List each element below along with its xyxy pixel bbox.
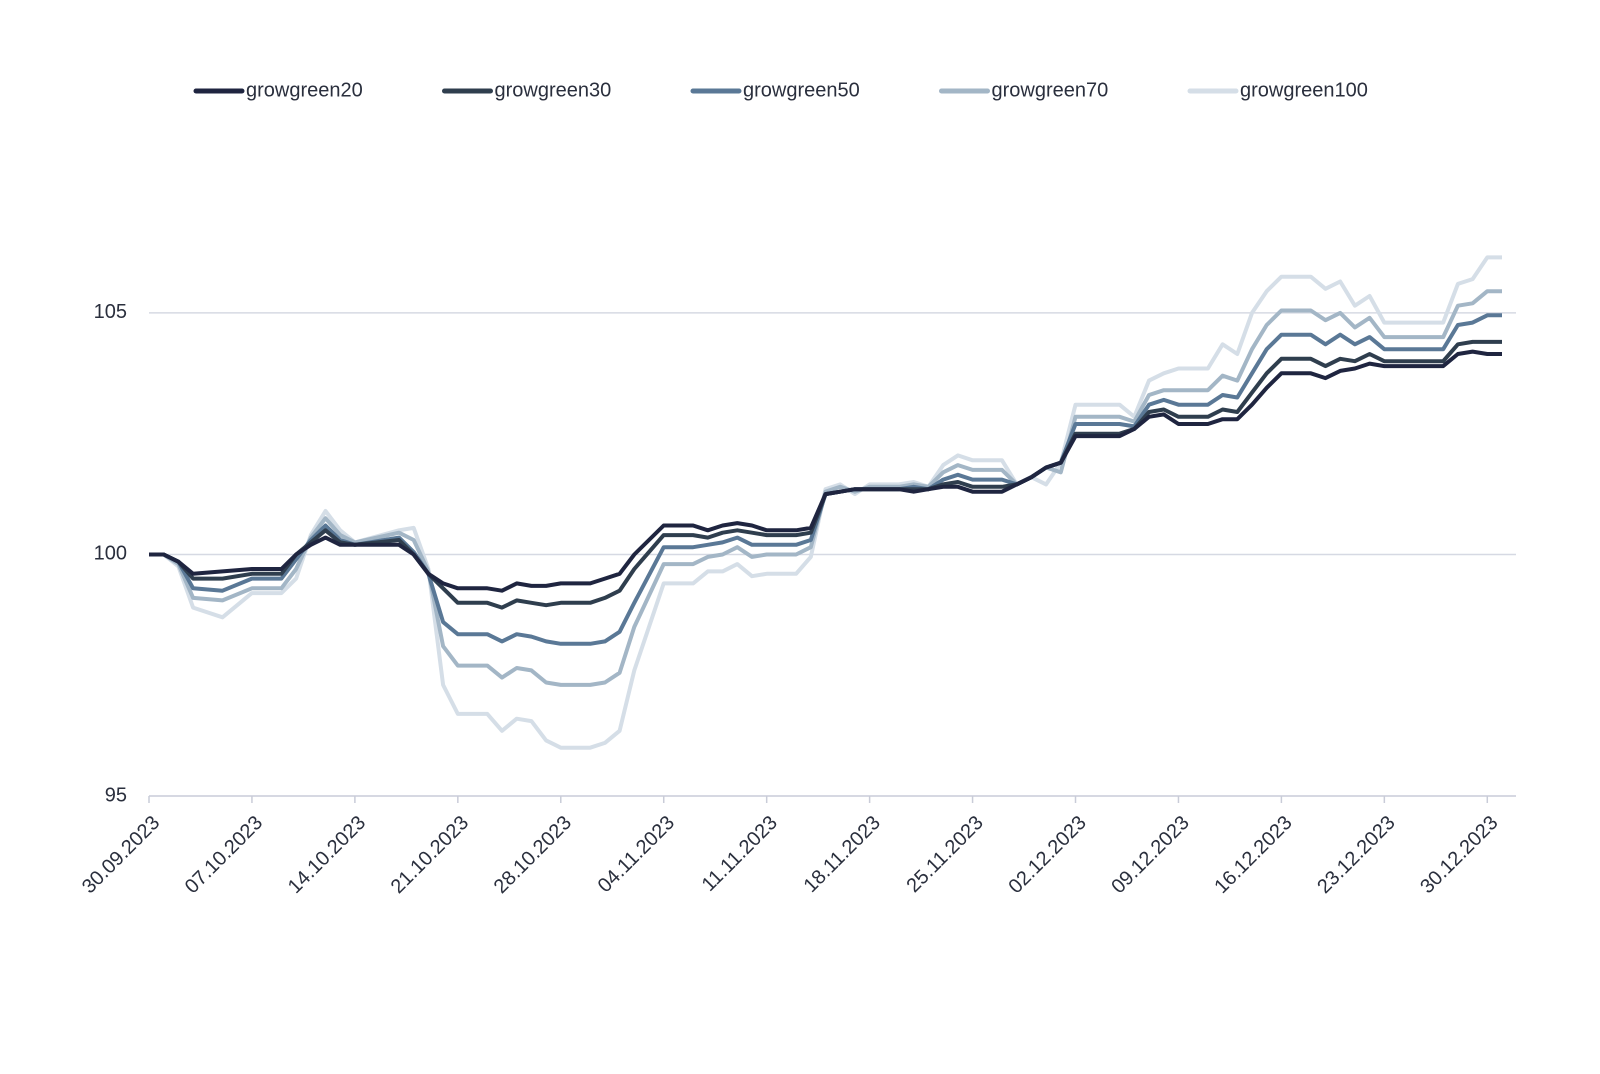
x-tick-label: 23.12.2023 [1313, 812, 1399, 898]
x-tick-label: 09.12.2023 [1107, 812, 1193, 898]
x-tick-label: 14.10.2023 [284, 812, 370, 898]
y-tick-label: 105 [94, 301, 127, 323]
legend-label: growgreen100 [1240, 79, 1368, 101]
x-tick-label: 16.12.2023 [1210, 812, 1296, 898]
series-line [149, 339, 1502, 610]
x-tick-label: 02.12.2023 [1004, 812, 1090, 898]
x-tick-label: 25.11.2023 [903, 812, 988, 897]
legend-label: growgreen30 [495, 79, 612, 101]
series-line [149, 313, 1502, 646]
x-tick-label: 30.12.2023 [1416, 812, 1502, 898]
x-tick-label: 28.10.2023 [490, 812, 576, 898]
series-line [149, 289, 1502, 687]
x-tick-label: 07.10.2023 [181, 812, 267, 898]
x-tick-label: 21.10.2023 [387, 812, 473, 898]
series-line [149, 349, 1502, 593]
x-tick-label: 11.11.2023 [698, 812, 782, 896]
x-tick-label: 18.11.2023 [800, 812, 885, 897]
legend-label: growgreen50 [743, 79, 860, 101]
legend-label: growgreen70 [992, 79, 1109, 101]
series-line [149, 255, 1502, 750]
x-tick-label: 04.11.2023 [594, 812, 679, 897]
y-tick-label: 100 [94, 543, 127, 565]
x-tick-label: 30.09.2023 [78, 812, 164, 898]
legend-label: growgreen20 [246, 79, 363, 101]
y-tick-label: 95 [105, 784, 127, 806]
